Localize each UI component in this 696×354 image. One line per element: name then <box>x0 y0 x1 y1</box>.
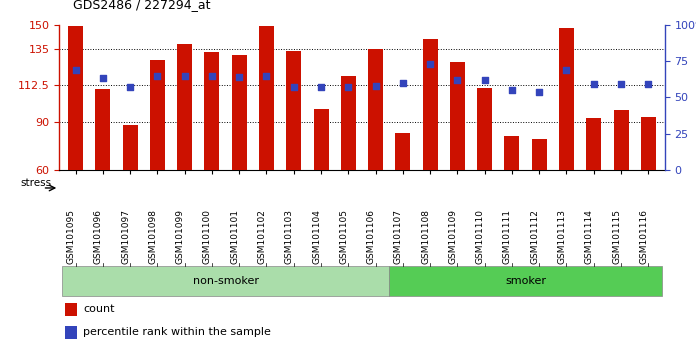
Point <box>288 84 299 90</box>
Point <box>125 84 136 90</box>
Text: GSM101102: GSM101102 <box>258 209 267 264</box>
Point <box>370 83 381 88</box>
Text: GSM101116: GSM101116 <box>640 209 648 264</box>
Text: GSM101107: GSM101107 <box>394 209 403 264</box>
Point <box>206 73 217 78</box>
Text: GSM101105: GSM101105 <box>339 209 348 264</box>
Point <box>642 81 654 87</box>
Bar <box>205 52 219 170</box>
Text: smoker: smoker <box>505 275 546 286</box>
Point <box>615 81 626 87</box>
Text: GSM101113: GSM101113 <box>557 209 567 264</box>
Text: GSM101106: GSM101106 <box>367 209 376 264</box>
Bar <box>505 136 519 170</box>
Point <box>179 73 190 78</box>
Bar <box>232 56 246 170</box>
Point <box>588 81 599 87</box>
Point <box>479 77 490 83</box>
Point <box>397 80 409 86</box>
Point <box>561 67 572 73</box>
Bar <box>586 118 601 170</box>
Bar <box>395 133 411 170</box>
Bar <box>389 266 662 296</box>
Bar <box>150 60 165 170</box>
Text: GSM101110: GSM101110 <box>475 209 484 264</box>
Bar <box>641 117 656 170</box>
Text: GSM101099: GSM101099 <box>175 209 184 264</box>
Bar <box>477 88 492 170</box>
Text: GSM101114: GSM101114 <box>585 209 594 264</box>
Text: GSM101098: GSM101098 <box>148 209 157 264</box>
Text: GSM101115: GSM101115 <box>612 209 621 264</box>
Text: non-smoker: non-smoker <box>193 275 258 286</box>
Bar <box>614 110 628 170</box>
Point <box>261 73 272 78</box>
Point <box>507 87 518 93</box>
Bar <box>532 139 547 170</box>
Point <box>152 73 163 78</box>
Point <box>70 67 81 73</box>
Bar <box>286 51 301 170</box>
Point <box>534 89 545 95</box>
Bar <box>65 326 77 339</box>
Bar <box>68 27 83 170</box>
Point <box>425 61 436 67</box>
Text: GSM101108: GSM101108 <box>421 209 430 264</box>
Text: GSM101095: GSM101095 <box>67 209 76 264</box>
Bar <box>450 62 465 170</box>
Point <box>342 84 354 90</box>
Text: GSM101111: GSM101111 <box>503 209 512 264</box>
Text: GSM101112: GSM101112 <box>530 209 539 264</box>
Text: GSM101103: GSM101103 <box>285 209 294 264</box>
Text: GSM101097: GSM101097 <box>121 209 130 264</box>
Bar <box>422 39 438 170</box>
Bar <box>259 27 274 170</box>
Bar <box>559 28 574 170</box>
Bar <box>313 109 329 170</box>
Bar <box>122 125 138 170</box>
Text: count: count <box>84 304 115 314</box>
Bar <box>65 303 77 316</box>
Bar <box>341 76 356 170</box>
Point <box>97 76 109 81</box>
Text: GSM101096: GSM101096 <box>94 209 103 264</box>
Text: GSM101101: GSM101101 <box>230 209 239 264</box>
Text: GSM101104: GSM101104 <box>312 209 321 264</box>
Text: stress: stress <box>21 178 52 188</box>
Bar <box>368 49 383 170</box>
Point <box>452 77 463 83</box>
Text: GSM101109: GSM101109 <box>448 209 457 264</box>
Text: GDS2486 / 227294_at: GDS2486 / 227294_at <box>73 0 211 11</box>
Text: GSM101100: GSM101100 <box>203 209 212 264</box>
Bar <box>177 44 192 170</box>
Text: percentile rank within the sample: percentile rank within the sample <box>84 327 271 337</box>
Point <box>234 74 245 80</box>
Bar <box>95 89 110 170</box>
Point <box>315 84 326 90</box>
Bar <box>62 266 389 296</box>
